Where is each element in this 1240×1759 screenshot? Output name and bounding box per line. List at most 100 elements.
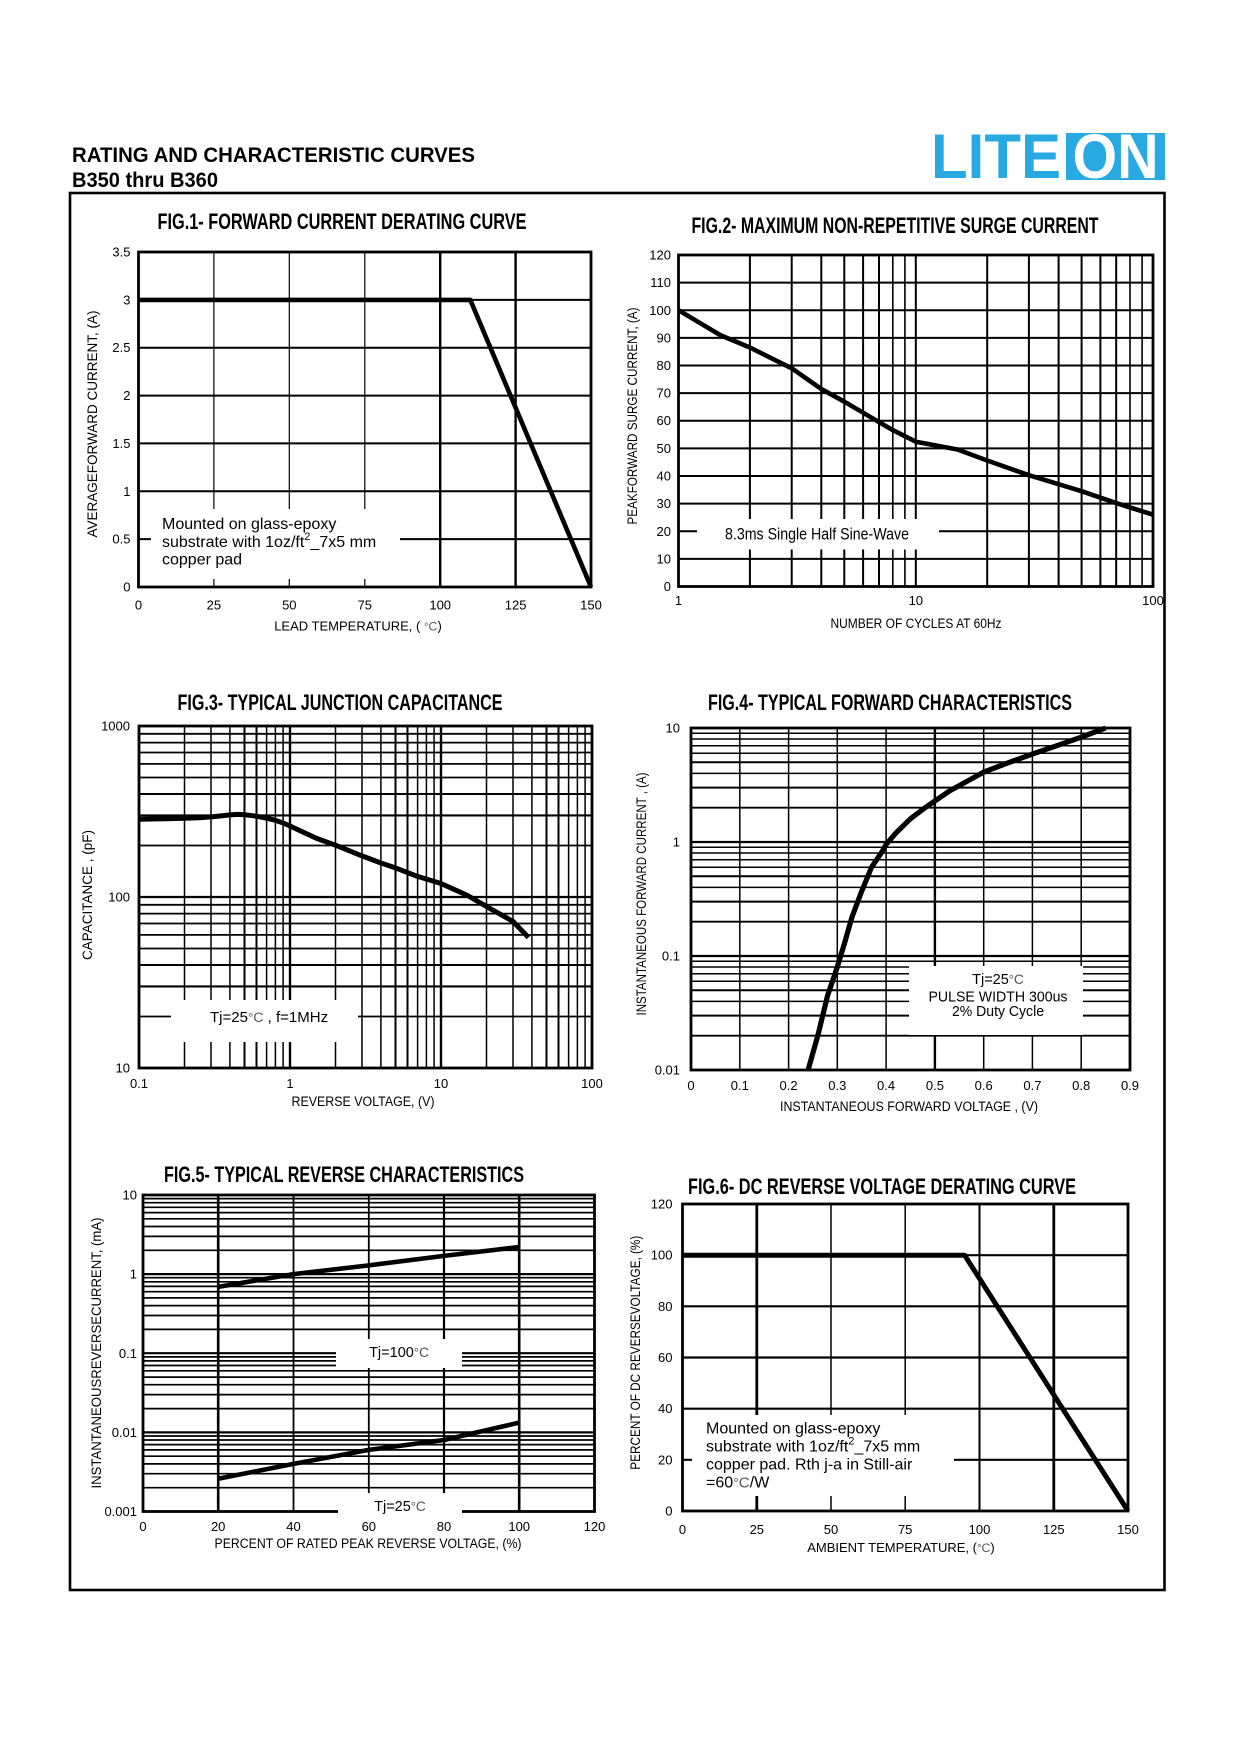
svg-text:NUMBER OF CYCLES AT 60Hz: NUMBER OF CYCLES AT 60Hz [831, 616, 1002, 631]
svg-text:0: 0 [135, 598, 142, 613]
svg-text:0.001: 0.001 [104, 1504, 137, 1519]
svg-text:INSTANTANEOUSREVERSECURRENT, (: INSTANTANEOUSREVERSECURRENT, (mA) [89, 1218, 104, 1489]
svg-text:REVERSE VOLTAGE, (V): REVERSE VOLTAGE, (V) [292, 1094, 435, 1109]
svg-text:0.6: 0.6 [975, 1078, 993, 1093]
svg-text:100: 100 [508, 1519, 530, 1534]
svg-text:120: 120 [649, 248, 671, 263]
svg-text:PERCENT OF DC REVERSEVOLTAGE,: PERCENT OF DC REVERSEVOLTAGE, (%) [628, 1236, 643, 1470]
svg-text:2.5: 2.5 [112, 340, 130, 355]
svg-text:Mounted on glass-epoxy: Mounted on glass-epoxy [162, 516, 336, 533]
svg-text:20: 20 [657, 524, 671, 539]
svg-text:FIG.6- DC REVERSE VOLTAGE DERA: FIG.6- DC REVERSE VOLTAGE DERATING CURVE [688, 1174, 1076, 1199]
svg-text:2% Duty Cycle: 2% Duty Cycle [952, 1004, 1044, 1020]
svg-text:75: 75 [898, 1522, 912, 1537]
svg-text:10: 10 [123, 1188, 137, 1203]
svg-text:1: 1 [130, 1267, 137, 1282]
svg-text:100: 100 [969, 1522, 991, 1537]
svg-text:110: 110 [650, 275, 671, 290]
svg-text:8.3ms Single Half Sine-Wave: 8.3ms Single Half Sine-Wave [725, 526, 909, 544]
svg-text:PULSE WIDTH 300us: PULSE WIDTH 300us [929, 990, 1068, 1006]
svg-text:=60°C/W: =60°C/W [706, 1475, 770, 1492]
svg-text:ON: ON [1073, 122, 1159, 192]
svg-text:0.5: 0.5 [926, 1078, 944, 1093]
svg-text:Tj=25°C: Tj=25°C [972, 972, 1024, 988]
svg-text:FIG.4- TYPICAL FORWARD CHARACT: FIG.4- TYPICAL FORWARD CHARACTERISTICS [708, 690, 1072, 715]
svg-text:0: 0 [665, 1504, 672, 1519]
svg-text:25: 25 [207, 598, 221, 613]
svg-text:0.4: 0.4 [877, 1078, 895, 1093]
svg-text:FIG.5- TYPICAL REVERSE CHARACT: FIG.5- TYPICAL REVERSE CHARACTERISTICS [164, 1162, 524, 1187]
svg-text:Tj=25°C , f=1MHz: Tj=25°C , f=1MHz [210, 1009, 328, 1026]
svg-text:0: 0 [664, 579, 671, 594]
svg-text:Mounted on glass-epoxy: Mounted on glass-epoxy [706, 1421, 880, 1438]
svg-text:60: 60 [658, 1350, 672, 1365]
svg-text:Tj=25°C: Tj=25°C [374, 1499, 426, 1515]
svg-text:0: 0 [679, 1522, 686, 1537]
svg-text:LEAD TEMPERATURE, ( °C): LEAD TEMPERATURE, ( °C) [274, 619, 442, 634]
svg-text:0: 0 [139, 1519, 146, 1534]
svg-text:PERCENT OF RATED PEAK REVERSE: PERCENT OF RATED PEAK REVERSE VOLTAGE, (… [215, 1536, 522, 1551]
svg-text:3.5: 3.5 [112, 245, 130, 260]
svg-text:100: 100 [581, 1076, 603, 1091]
svg-text:0: 0 [123, 580, 130, 595]
svg-text:AVERAGEFORWARD CURRENT, (A): AVERAGEFORWARD CURRENT, (A) [85, 310, 100, 537]
svg-text:10: 10 [657, 551, 671, 566]
svg-text:0.2: 0.2 [780, 1078, 798, 1093]
svg-text:10: 10 [909, 593, 923, 608]
svg-text:INSTANTANEOUS FORWARD VOLTAGE: INSTANTANEOUS FORWARD VOLTAGE , (V) [780, 1099, 1038, 1114]
svg-text:0.1: 0.1 [130, 1076, 148, 1091]
svg-text:FIG.3- TYPICAL JUNCTION CAPACI: FIG.3- TYPICAL JUNCTION CAPACITANCE [178, 690, 503, 715]
svg-text:3: 3 [123, 292, 130, 307]
svg-text:Tj=100°C: Tj=100°C [369, 1345, 429, 1361]
svg-text:25: 25 [750, 1522, 764, 1537]
svg-text:40: 40 [286, 1519, 300, 1534]
svg-text:20: 20 [658, 1452, 672, 1467]
svg-text:LITE: LITE [931, 122, 1061, 192]
svg-text:20: 20 [211, 1519, 225, 1534]
svg-text:120: 120 [584, 1519, 606, 1534]
svg-text:0.01: 0.01 [655, 1063, 680, 1078]
svg-text:0: 0 [687, 1078, 694, 1093]
svg-text:B350 thru B360: B350 thru B360 [72, 169, 218, 192]
svg-text:AMBIENT TEMPERATURE, (°C): AMBIENT TEMPERATURE, (°C) [807, 1540, 995, 1555]
svg-text:0.01: 0.01 [112, 1425, 137, 1440]
svg-text:120: 120 [651, 1197, 673, 1212]
svg-text:10: 10 [434, 1076, 448, 1091]
svg-text:50: 50 [282, 598, 296, 613]
svg-text:1: 1 [675, 593, 682, 608]
svg-text:0.3: 0.3 [828, 1078, 846, 1093]
svg-text:80: 80 [437, 1519, 451, 1534]
svg-text:FIG.2- MAXIMUM NON-REPETITIVE: FIG.2- MAXIMUM NON-REPETITIVE SURGE CURR… [692, 213, 1099, 238]
svg-text:CAPACITANCE , (pF): CAPACITANCE , (pF) [80, 830, 95, 960]
svg-text:0.8: 0.8 [1072, 1078, 1090, 1093]
svg-text:copper pad. Rth j-a in Still-a: copper pad. Rth j-a in Still-air [706, 1457, 913, 1474]
svg-text:0.9: 0.9 [1121, 1078, 1139, 1093]
svg-text:80: 80 [657, 358, 671, 373]
svg-text:0.5: 0.5 [112, 532, 130, 547]
svg-text:75: 75 [358, 598, 372, 613]
svg-text:125: 125 [1043, 1522, 1065, 1537]
svg-text:PEAKFORWARD SURGE CURRENT, (A): PEAKFORWARD SURGE CURRENT, (A) [625, 308, 640, 525]
svg-text:100: 100 [1142, 593, 1164, 608]
svg-text:90: 90 [657, 330, 671, 345]
svg-text:70: 70 [657, 386, 671, 401]
svg-text:copper pad: copper pad [162, 552, 242, 569]
svg-text:0.1: 0.1 [119, 1346, 137, 1361]
svg-text:80: 80 [658, 1299, 672, 1314]
svg-text:1000: 1000 [101, 719, 130, 734]
svg-text:substrate with 1oz/ft2_7x5 mm: substrate with 1oz/ft2_7x5 mm [706, 1436, 920, 1456]
svg-text:INSTANTANEOUS FORWARD CURRENT: INSTANTANEOUS FORWARD CURRENT , (A) [634, 773, 649, 1016]
svg-text:0.1: 0.1 [731, 1078, 749, 1093]
svg-text:50: 50 [824, 1522, 838, 1537]
svg-text:60: 60 [362, 1519, 376, 1534]
svg-text:40: 40 [658, 1401, 672, 1416]
svg-text:0.1: 0.1 [662, 949, 680, 964]
svg-text:2: 2 [123, 388, 130, 403]
svg-text:40: 40 [657, 469, 671, 484]
svg-text:100: 100 [429, 598, 451, 613]
svg-text:100: 100 [651, 1248, 673, 1263]
svg-text:0.7: 0.7 [1023, 1078, 1041, 1093]
svg-text:10: 10 [116, 1061, 130, 1076]
svg-text:FIG.1- FORWARD CURRENT DERATIN: FIG.1- FORWARD CURRENT DERATING CURVE [158, 209, 527, 234]
svg-text:125: 125 [505, 598, 527, 613]
